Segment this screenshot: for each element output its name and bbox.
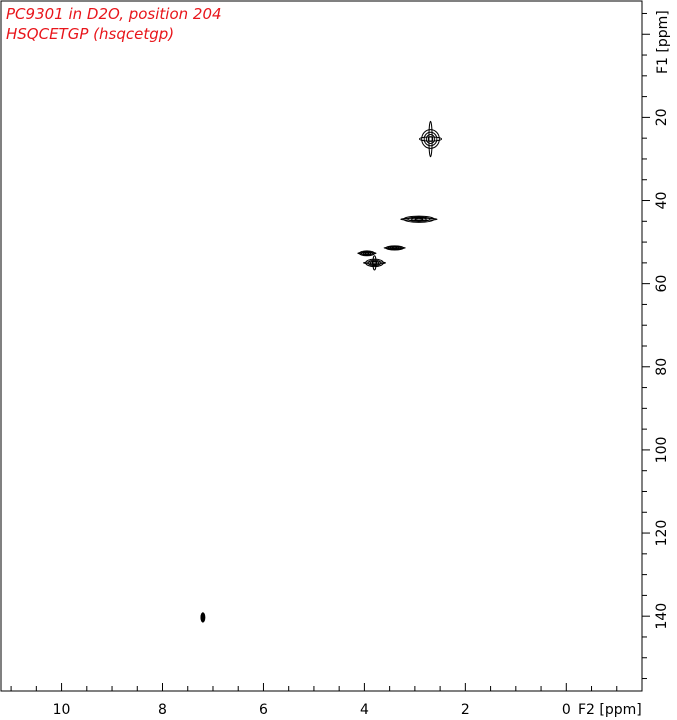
contour-level xyxy=(357,251,377,255)
contour-level xyxy=(365,258,384,268)
f2-axis-label: F2 [ppm] xyxy=(578,702,642,718)
f2-tick-label: 8 xyxy=(158,702,167,718)
f1-axis-label: F1 [ppm] xyxy=(655,10,671,74)
f1-tick-label: 60 xyxy=(654,275,670,293)
contour-level xyxy=(421,129,440,149)
f1-tick-label: 20 xyxy=(654,108,670,126)
f2-tick-label: 10 xyxy=(53,702,71,718)
contour-level xyxy=(403,215,435,223)
contour-level xyxy=(369,260,380,266)
f2-tick-label: 6 xyxy=(259,702,268,718)
f1-tick-label: 100 xyxy=(654,437,670,464)
f1-tick-label: 80 xyxy=(654,358,670,376)
f2-tick-label: 0 xyxy=(562,702,571,718)
contour-level xyxy=(367,259,382,267)
f2-axis-ticks: 10 8 6 4 2 0 xyxy=(10,683,643,718)
cross-peak xyxy=(400,215,438,223)
contour-level xyxy=(383,246,406,250)
contour-level xyxy=(362,261,387,265)
f2-tick-label: 2 xyxy=(461,702,470,718)
f1-tick-label: 40 xyxy=(654,192,670,210)
contour-level xyxy=(400,217,438,221)
contour-level xyxy=(407,216,431,222)
contour-level xyxy=(358,250,375,257)
contour-level xyxy=(414,217,424,221)
f1-axis-ticks: 20 40 60 80 100 120 140 xyxy=(642,12,670,680)
contour-level xyxy=(360,251,373,256)
contour-level xyxy=(385,245,405,251)
f1-tick-label: 120 xyxy=(654,520,670,547)
contour-level xyxy=(200,612,206,623)
spectrum-title: PC9301 in D2O, position 204 xyxy=(6,5,222,23)
contour-level xyxy=(423,131,438,147)
experiment-name: HSQCETGP (hsqcetgp) xyxy=(6,25,175,43)
cross-peak xyxy=(362,255,387,271)
cross-peak xyxy=(200,612,206,623)
cross-peaks xyxy=(200,120,443,623)
f1-tick-label: 140 xyxy=(654,603,670,630)
contour-level xyxy=(428,120,433,158)
cross-peak xyxy=(383,245,406,251)
cross-peak xyxy=(357,250,377,257)
plot-frame xyxy=(0,0,643,692)
contour-level xyxy=(425,134,436,144)
contour-level xyxy=(418,136,443,142)
cross-peak xyxy=(418,120,443,158)
contour-level xyxy=(372,255,377,271)
f2-tick-label: 4 xyxy=(360,702,369,718)
